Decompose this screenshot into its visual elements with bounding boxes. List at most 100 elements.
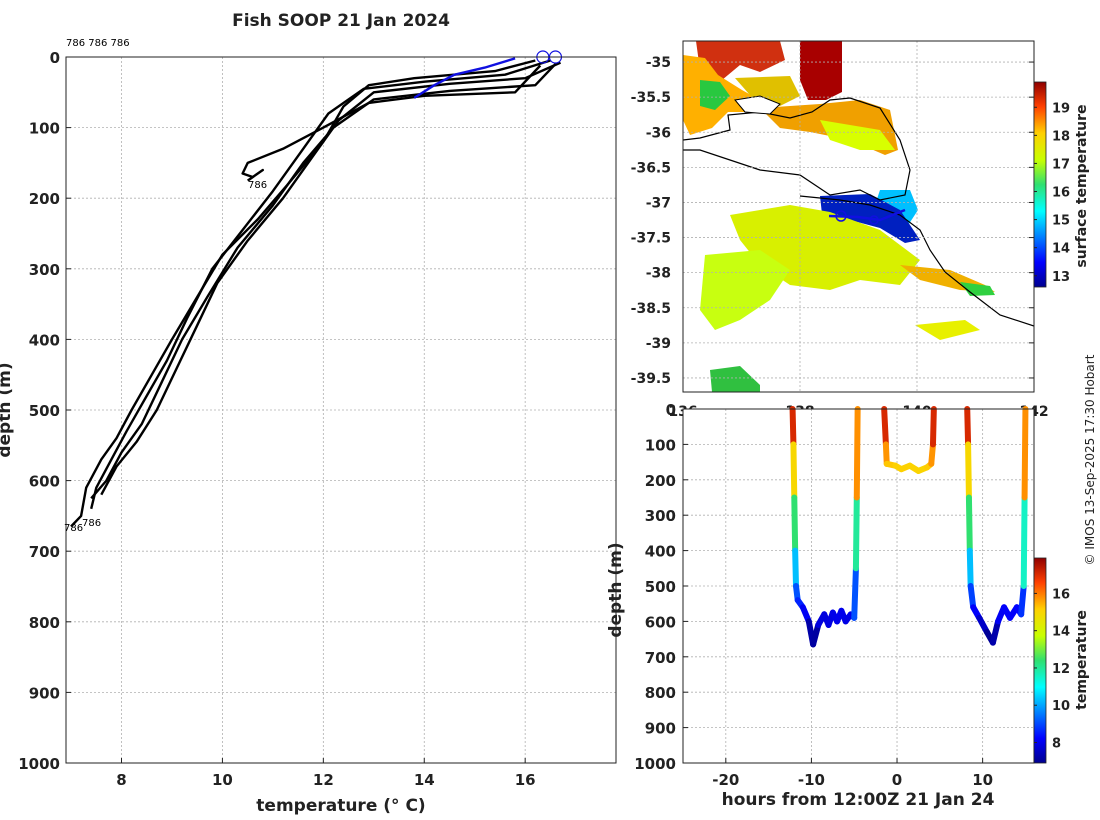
x-tick-label: 12: [313, 771, 334, 789]
bottom-y-tick-label: 0: [666, 401, 676, 419]
x-tick-label: 14: [414, 771, 435, 789]
dive-segment-dive-3: [1020, 494, 1028, 589]
coastline: [683, 95, 1034, 327]
bottom-colorbar-ticks: 8 10 12 14 16: [1034, 587, 1070, 752]
bottom-y-tick-label: 200: [645, 472, 676, 490]
map-y-tick-label: -37.5: [631, 231, 671, 247]
sst-patch-hot: [800, 41, 842, 100]
sst-patch-yellow-a: [735, 76, 800, 106]
dive-segment-dive-2: [929, 406, 937, 448]
map-colorbar-label: surface temperature: [1074, 104, 1090, 267]
bottom-colorbar-tick-label: 14: [1052, 625, 1070, 640]
dive-segment-dive-3: [989, 618, 1002, 646]
bottom-x-axis-label: hours from 12:00Z 21 Jan 24: [722, 790, 995, 810]
bottom-y-tick-label: 400: [645, 543, 676, 561]
x-tick-label: 8: [116, 771, 126, 789]
dive-segment-dive-1: [810, 621, 822, 648]
map-y-tick-label: -37: [646, 195, 671, 211]
map-colorbar-ticks: 13 14 15 16 17 18 19: [1034, 101, 1070, 285]
map-colorbar-tick-label: 16: [1052, 186, 1070, 201]
bottom-y-tick-label: 900: [645, 720, 676, 738]
sst-patch-yellow-b: [820, 120, 895, 150]
chart-title: Fish SOOP 21 Jan 2024: [232, 11, 450, 31]
map-y-tick-label: -39.5: [631, 371, 671, 387]
ship-position-marker: [869, 215, 879, 225]
bottom-y-tick-label: 1000: [634, 755, 676, 773]
dive-segment-dive-3: [1018, 583, 1027, 618]
dive-segment-dive-3: [965, 441, 972, 501]
bottom-y-tick-label: 800: [645, 684, 676, 702]
bottom-x-tick-label: -10: [798, 771, 825, 789]
y-tick-label: 1000: [18, 755, 60, 773]
dive-segment-dive-2: [881, 406, 889, 448]
sst-patch-se: [915, 320, 980, 340]
bottom-y-tick-label: 500: [645, 578, 676, 596]
sst-patch-nw: [696, 41, 785, 80]
dive-segment-dive-3: [964, 406, 972, 448]
bottom-y-axis-label: depth (m): [606, 542, 626, 637]
dive-segment-dive-3: [1021, 406, 1029, 501]
dive-segment-dive-1: [853, 406, 861, 501]
profile-lines: [70, 57, 561, 528]
profile-label-2: 786: [82, 518, 101, 529]
left-grid: [66, 56, 616, 764]
sst-patch-east-green: [960, 282, 995, 296]
sst-patch-green-a: [700, 80, 730, 110]
sst-patch-south: [710, 366, 760, 392]
island: [734, 95, 781, 115]
map-y-tick-label: -36: [646, 125, 671, 141]
map-colorbar-tick-label: 18: [1052, 129, 1070, 144]
profile-line-profile-3: [100, 61, 561, 496]
profile-line-profile-5: [241, 64, 542, 182]
dive-segment-dive-3: [965, 494, 973, 554]
map-colorbar: [1033, 81, 1047, 288]
map-y-ticks: -35 -35.5 -36 -36.5 -37 -37.5 -38 -38.5 -39 -39.5: [631, 55, 1034, 387]
dive-segment-dive-1: [789, 406, 797, 448]
map-colorbar-tick-label: 17: [1052, 157, 1070, 172]
dive-segment-dive-2: [928, 441, 936, 467]
dive-segment-dive-1: [792, 547, 800, 589]
bottom-y-tick-label: 600: [645, 613, 676, 631]
bottom-colorbar-label: temperature: [1074, 610, 1090, 710]
y-tick-label: 0: [50, 49, 60, 67]
map-colorbar-tick-label: 14: [1052, 242, 1070, 257]
bottom-x-tick-label: -20: [712, 771, 739, 789]
y-tick-label: 300: [29, 261, 60, 279]
bottom-colorbar-tick-label: 10: [1052, 699, 1070, 714]
top-profile-labels: 786 786 786: [66, 38, 130, 49]
bottom-x-tick-label: 10: [972, 771, 993, 789]
profile-label-1: 786: [248, 180, 267, 191]
ship-position-marker: [835, 210, 847, 222]
ship-track-line: [828, 208, 906, 222]
y-tick-label: 100: [29, 120, 60, 138]
map-colorbar-tick-label: 15: [1052, 214, 1070, 229]
bottom-y-tick-label: 100: [645, 436, 676, 454]
bottom-x-tick-label: 0: [892, 771, 902, 789]
map-y-tick-label: -36.5: [631, 160, 671, 176]
map-y-tick-label: -35.5: [631, 90, 671, 106]
bottom-colorbar-tick-label: 12: [1052, 662, 1070, 677]
dive-segment-dive-1: [790, 441, 798, 501]
dive-segment-dive-3: [966, 547, 974, 589]
bottom-y-tick-label: 700: [645, 649, 676, 667]
bottom-colorbar-tick-label: 8: [1052, 737, 1061, 752]
dive-tracks: [789, 406, 1029, 648]
map-colorbar-tick-label: 13: [1052, 270, 1070, 285]
credit-text: © IMOS 13-Sep-2025 17:30 Hobart: [1083, 354, 1097, 565]
dive-segment-dive-1: [852, 494, 860, 572]
x-tick-label: 10: [212, 771, 233, 789]
sst-patch-sw: [700, 250, 790, 330]
y-tick-label: 200: [29, 190, 60, 208]
map-y-tick-label: -35: [646, 55, 671, 71]
x-axis-label: temperature (° C): [256, 796, 425, 816]
y-tick-label: 800: [29, 614, 60, 632]
y-tick-label: 400: [29, 331, 60, 349]
left-plot-frame: [65, 56, 617, 764]
dive-segment-dive-1: [791, 494, 799, 554]
profile-line-current-profile: [413, 57, 516, 99]
bottom-y-ticks: 0 100 200 300 400 500 600 700 800 900 1000: [634, 401, 688, 773]
ship-track: [828, 208, 906, 225]
profile-line-profile-2: [90, 59, 551, 510]
left-x-ticks: 8 10 12 14 16: [116, 758, 536, 789]
